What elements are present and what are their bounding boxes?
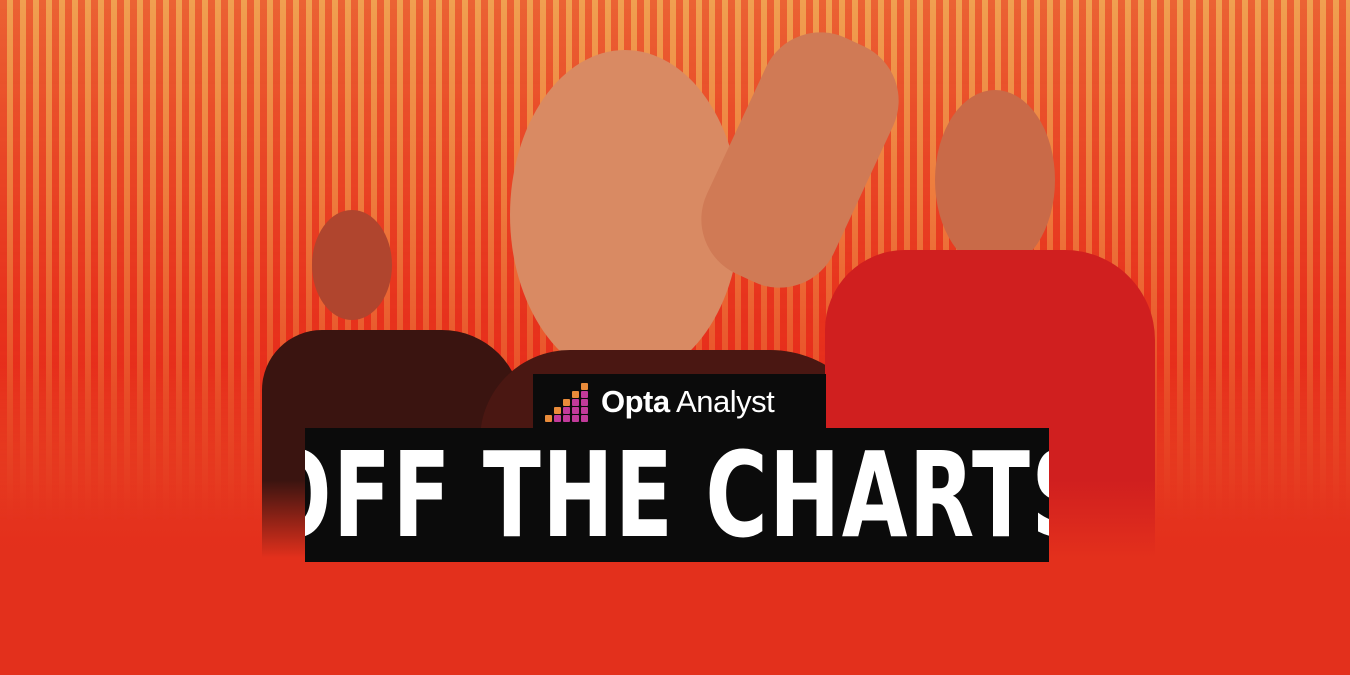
- logo-square: [563, 415, 570, 422]
- opta-analyst-logo-icon: [545, 383, 593, 422]
- logo-square: [581, 407, 588, 414]
- logo-square: [581, 399, 588, 406]
- logo-square: [581, 383, 588, 390]
- brand-name: Opta Analyst: [601, 384, 775, 420]
- logo-square: [563, 407, 570, 414]
- logo-square: [554, 407, 561, 414]
- logo-square: [572, 391, 579, 398]
- brand-logo: Opta Analyst: [533, 374, 826, 430]
- logo-square: [554, 415, 561, 422]
- logo-square: [581, 391, 588, 398]
- brand-name-light: Analyst: [676, 384, 775, 419]
- logo-square: [572, 399, 579, 406]
- brand-name-bold: Opta: [601, 384, 670, 419]
- logo-square: [563, 399, 570, 406]
- logo-square: [572, 415, 579, 422]
- logo-square: [545, 415, 552, 422]
- logo-square: [581, 415, 588, 422]
- headline-box: OFF THE CHARTS: [305, 428, 1049, 562]
- logo-square: [572, 407, 579, 414]
- headline: OFF THE CHARTS: [305, 428, 1049, 562]
